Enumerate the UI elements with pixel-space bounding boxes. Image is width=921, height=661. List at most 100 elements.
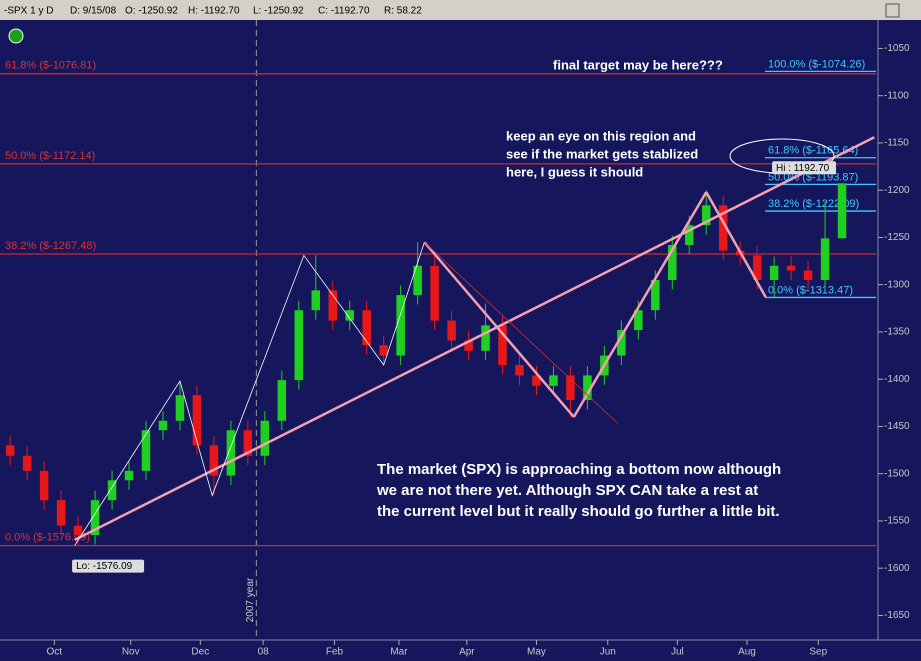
candle-body — [532, 375, 541, 386]
annotation: keep an eye on this region and — [506, 128, 696, 143]
x-tick-label: Apr — [459, 647, 475, 658]
candle-body — [549, 375, 558, 386]
trend-line — [424, 241, 619, 424]
candle-body — [786, 265, 796, 271]
fib-label: 38.2% ($-1222.09) — [768, 198, 859, 210]
hi-box — [772, 161, 837, 175]
candle-body — [73, 525, 83, 536]
x-tick-label: Nov — [122, 647, 140, 658]
candle-body — [685, 225, 694, 246]
x-tick-label: Oct — [47, 647, 63, 658]
hi-label: Hi : 1192.70 — [776, 163, 830, 174]
x-tick-label: Dec — [191, 647, 209, 658]
candle-body — [175, 395, 185, 421]
fib-label: 61.8% ($-1165.64) — [768, 145, 858, 157]
trend-line — [705, 191, 767, 298]
y-tick-label: -1450 — [884, 421, 910, 432]
annotation: the current level but it really should g… — [377, 503, 780, 520]
candle-body — [820, 238, 830, 280]
range: R: 58.22 — [384, 6, 422, 17]
y-tick-label: -1300 — [884, 279, 910, 290]
candle-body — [243, 430, 253, 456]
year-label: 2007 year — [245, 577, 256, 622]
y-tick-label: -1350 — [884, 327, 910, 338]
candle-body — [752, 255, 762, 280]
trend-line — [572, 191, 708, 418]
candle-body — [141, 430, 151, 471]
candle-body — [328, 290, 337, 321]
fib-label: 38.2% ($-1267.48) — [5, 240, 96, 252]
candle-body — [583, 375, 592, 400]
candle-body — [294, 310, 304, 381]
candle-body — [651, 279, 660, 311]
fib-label: 0.0% ($-1576.09) — [5, 531, 90, 543]
candle-body — [158, 420, 168, 431]
candle-body — [5, 445, 15, 456]
high: H: -1192.70 — [188, 6, 240, 17]
low: L: -1250.92 — [253, 6, 304, 17]
y-tick-label: -1550 — [884, 516, 910, 527]
candle-body — [192, 395, 202, 446]
annotation: here, I guess it should — [506, 164, 643, 179]
y-tick-label: -1200 — [884, 185, 910, 196]
lo-label: Lo: -1576.09 — [76, 561, 133, 572]
trend-line — [74, 242, 425, 546]
candle-body — [566, 375, 575, 400]
candle-body — [90, 500, 100, 536]
symbol: -SPX 1 y D — [4, 6, 53, 17]
y-tick-label: -1100 — [884, 90, 909, 101]
lo-box — [72, 559, 145, 573]
candle-body — [430, 265, 439, 321]
x-tick-label: 08 — [258, 647, 270, 658]
candle-body — [260, 420, 270, 456]
candle-body — [396, 295, 405, 356]
candle-body — [277, 380, 287, 421]
y-tick-label: -1050 — [884, 43, 910, 54]
x-tick-label: Mar — [390, 647, 408, 658]
candle-body — [362, 310, 371, 346]
y-tick-label: -1150 — [884, 138, 909, 149]
y-tick-label: -1650 — [884, 610, 910, 621]
candle-body — [56, 500, 66, 526]
x-tick-label: Jul — [671, 647, 684, 658]
window-button[interactable] — [885, 3, 900, 18]
candle-body — [39, 470, 49, 501]
candle-body — [481, 325, 490, 351]
candle-body — [668, 245, 677, 280]
candle-body — [209, 445, 219, 476]
candle-body — [124, 470, 134, 481]
open: O: -1250.92 — [125, 6, 178, 17]
fib-label: 0.0% ($-1313.47) — [768, 284, 853, 296]
y-tick-label: -1600 — [884, 563, 910, 574]
x-tick-label: Feb — [326, 647, 344, 658]
y-tick-label: -1400 — [884, 374, 910, 385]
candle-body — [634, 310, 643, 331]
fib-label: 61.8% ($-1076.81) — [5, 60, 96, 72]
status-icon — [8, 28, 24, 44]
x-tick-label: Jun — [600, 647, 616, 658]
date: D: 9/15/08 — [70, 6, 117, 17]
header-bar — [0, 0, 921, 20]
candle-body — [515, 365, 524, 376]
candle-body — [107, 480, 117, 501]
candle-body — [803, 270, 813, 280]
fib-label: 50.0% ($-1172.14) — [5, 150, 95, 162]
x-tick-label: Sep — [809, 647, 827, 658]
y-tick-label: -1250 — [884, 232, 910, 243]
candle-body — [226, 430, 236, 476]
annotation: see if the market gets stablized — [506, 146, 698, 161]
fib-label: 100.0% ($-1074.26) — [768, 58, 865, 70]
candle-body — [379, 345, 388, 356]
candle-body — [498, 325, 507, 366]
candle-body — [311, 290, 321, 311]
trend-line — [423, 241, 575, 418]
candle-body — [447, 320, 456, 341]
annotation: final target may be here??? — [553, 57, 723, 72]
candle-body — [464, 340, 473, 351]
candle-body — [617, 330, 626, 356]
candle-body — [837, 183, 847, 239]
trend-line — [74, 136, 875, 541]
candle-body — [413, 265, 422, 296]
